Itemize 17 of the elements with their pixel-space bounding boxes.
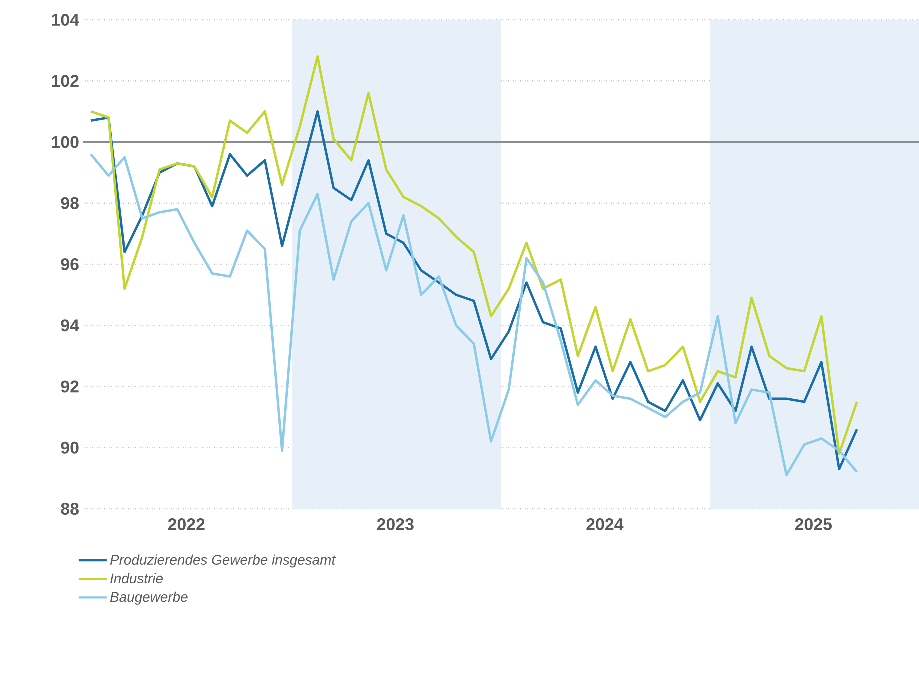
x-tick-label: 2022 bbox=[168, 518, 205, 531]
legend-label: Baugewerbe bbox=[110, 592, 188, 605]
legend-label: Produzierendes Gewerbe insgesamt bbox=[110, 554, 336, 568]
line-series bbox=[90, 55, 858, 456]
x-tick-label: 2023 bbox=[377, 518, 414, 531]
y-tick-label: 92 bbox=[61, 380, 79, 393]
y-tick-label: 98 bbox=[61, 197, 79, 210]
x-tick-label: 2024 bbox=[586, 518, 624, 531]
y-tick-label: 100 bbox=[52, 136, 79, 148]
y-tick-label: 90 bbox=[61, 442, 79, 454]
legend-label: Industrie bbox=[110, 573, 164, 584]
y-tick-label: 102 bbox=[52, 75, 79, 88]
y-tick-label: 96 bbox=[61, 258, 79, 270]
x-tick-label: 2025 bbox=[795, 518, 832, 531]
y-tick-label: 88 bbox=[61, 502, 79, 515]
y-tick-label: 104 bbox=[52, 14, 80, 26]
y-tick-label: 94 bbox=[61, 320, 80, 332]
